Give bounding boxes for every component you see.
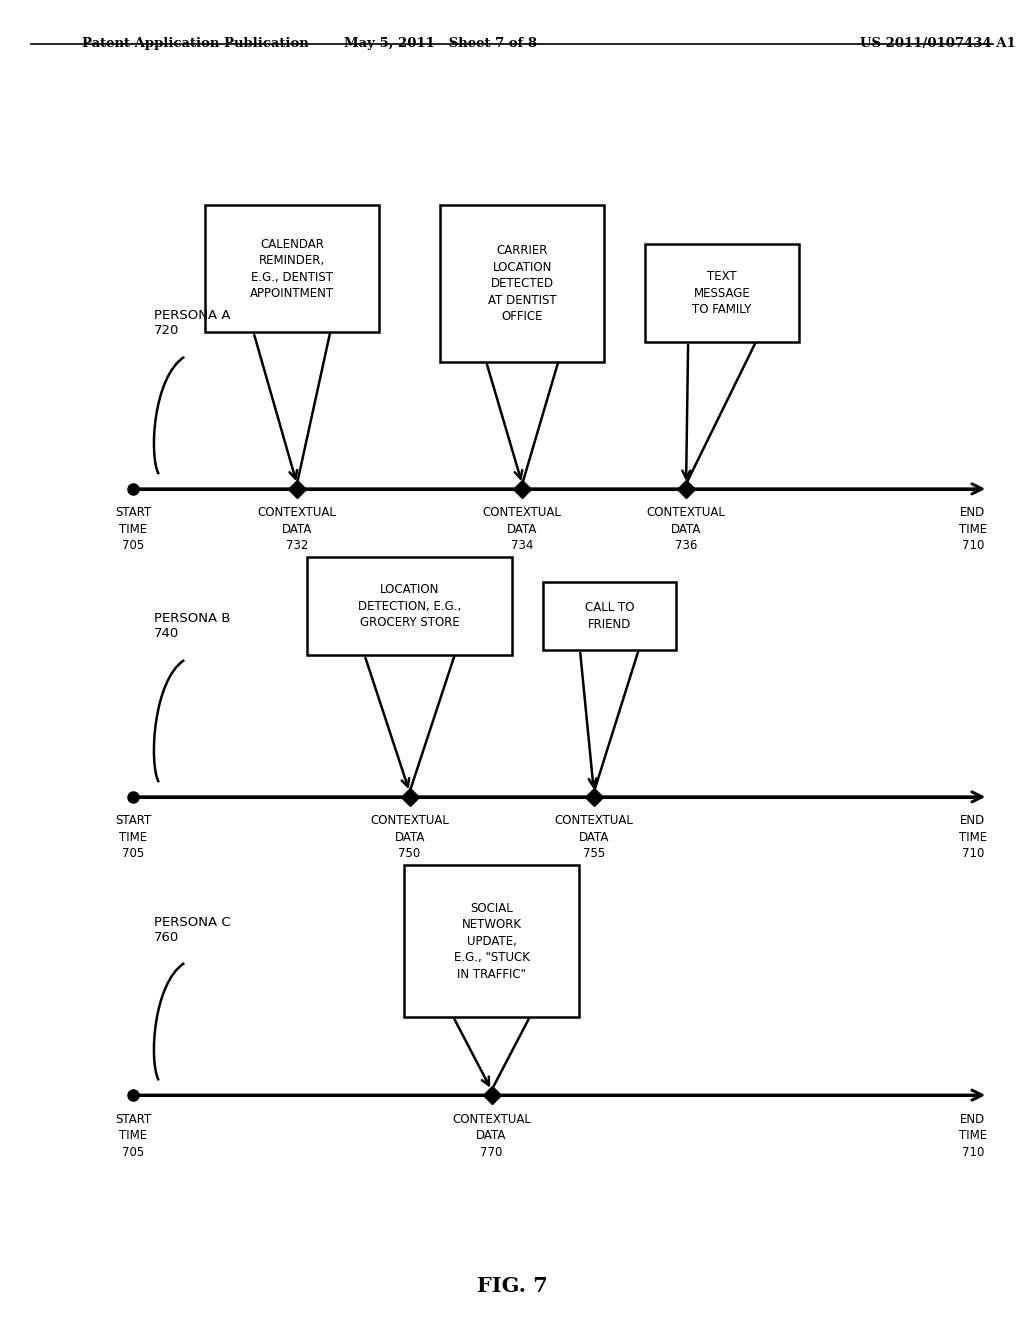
Text: SOCIAL
NETWORK
UPDATE,
E.G., "STUCK
IN TRAFFIC": SOCIAL NETWORK UPDATE, E.G., "STUCK IN T… bbox=[454, 902, 529, 981]
Text: CONTEXTUAL
DATA
770: CONTEXTUAL DATA 770 bbox=[452, 1113, 531, 1159]
Text: LOCATION
DETECTION, E.G.,
GROCERY STORE: LOCATION DETECTION, E.G., GROCERY STORE bbox=[358, 583, 461, 630]
Text: FIG. 7: FIG. 7 bbox=[476, 1275, 548, 1296]
Text: END
TIME
710: END TIME 710 bbox=[958, 814, 987, 861]
Text: US 2011/0107434 A1: US 2011/0107434 A1 bbox=[860, 37, 1016, 50]
Text: CONTEXTUAL
DATA
750: CONTEXTUAL DATA 750 bbox=[370, 814, 450, 861]
Text: CARRIER
LOCATION
DETECTED
AT DENTIST
OFFICE: CARRIER LOCATION DETECTED AT DENTIST OFF… bbox=[487, 244, 557, 323]
Text: CONTEXTUAL
DATA
732: CONTEXTUAL DATA 732 bbox=[257, 507, 337, 553]
Text: PERSONA B
740: PERSONA B 740 bbox=[154, 612, 230, 640]
Text: CONTEXTUAL
DATA
734: CONTEXTUAL DATA 734 bbox=[482, 507, 562, 553]
Text: Patent Application Publication: Patent Application Publication bbox=[82, 37, 308, 50]
Text: CALL TO
FRIEND: CALL TO FRIEND bbox=[585, 601, 634, 631]
Text: CONTEXTUAL
DATA
755: CONTEXTUAL DATA 755 bbox=[554, 814, 634, 861]
Text: May 5, 2011   Sheet 7 of 8: May 5, 2011 Sheet 7 of 8 bbox=[344, 37, 537, 50]
Text: START
TIME
705: START TIME 705 bbox=[115, 507, 152, 553]
Text: TEXT
MESSAGE
TO FAMILY: TEXT MESSAGE TO FAMILY bbox=[692, 271, 752, 317]
Bar bbox=[645, 244, 799, 342]
Text: END
TIME
710: END TIME 710 bbox=[958, 507, 987, 553]
Text: START
TIME
705: START TIME 705 bbox=[115, 814, 152, 861]
Bar bbox=[440, 206, 604, 362]
Text: START
TIME
705: START TIME 705 bbox=[115, 1113, 152, 1159]
Text: PERSONA A
720: PERSONA A 720 bbox=[154, 309, 230, 338]
Bar bbox=[205, 206, 379, 333]
Bar bbox=[307, 557, 512, 655]
Bar bbox=[404, 866, 579, 1016]
Text: END
TIME
710: END TIME 710 bbox=[958, 1113, 987, 1159]
Text: CALENDAR
REMINDER,
E.G., DENTIST
APPOINTMENT: CALENDAR REMINDER, E.G., DENTIST APPOINT… bbox=[250, 238, 334, 300]
Text: CONTEXTUAL
DATA
736: CONTEXTUAL DATA 736 bbox=[646, 507, 726, 553]
Bar bbox=[543, 582, 676, 651]
Text: PERSONA C
760: PERSONA C 760 bbox=[154, 916, 230, 944]
